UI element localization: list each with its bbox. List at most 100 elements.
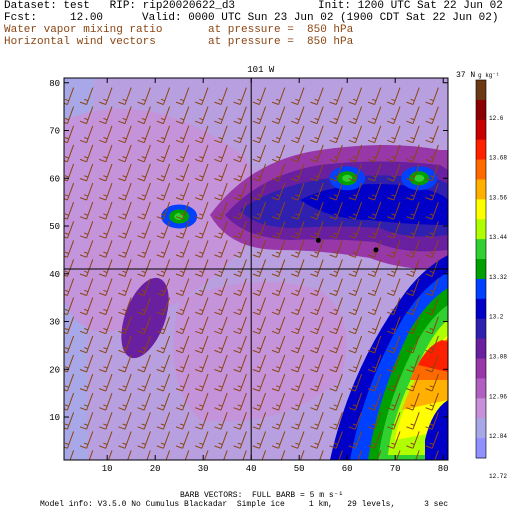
wind-barb-106 (156, 335, 171, 354)
wind-barb-33 (79, 201, 94, 220)
wind-barb-212 (252, 221, 267, 239)
wind-barb-251 (291, 240, 305, 258)
wind-barb-214 (252, 182, 267, 201)
wind-barb-140 (203, 450, 209, 460)
wind-barb-332 (367, 221, 382, 239)
wind-barb-391 (425, 240, 439, 258)
wind-barb-397 (425, 125, 439, 144)
wind-barb-219 (252, 87, 267, 105)
wind-barb-351 (387, 240, 401, 258)
wind-barb-183 (233, 392, 247, 411)
wind-barb-296 (329, 144, 343, 163)
wind-barb-383 (425, 392, 439, 411)
wind-barb-373 (406, 201, 420, 220)
wind-barb-169 (214, 278, 228, 296)
wind-barb-321 (367, 431, 382, 449)
wind-barb-167 (214, 316, 228, 335)
wind-barb-49 (99, 278, 113, 296)
x-tick-label-80: 80 (438, 464, 449, 474)
wind-barb-215 (252, 163, 267, 182)
wind-barb-63 (118, 392, 132, 411)
wind-barb-51 (99, 240, 113, 258)
wind-barb-35 (79, 163, 94, 182)
wind-barb-314 (348, 182, 363, 201)
x-tick-label-20: 20 (150, 464, 161, 474)
colorbar-label-1: 13.68 (489, 155, 507, 162)
wind-barb-179 (214, 87, 228, 105)
colorbar-swatch-13 (476, 338, 486, 360)
colorbar-swatch-12 (476, 318, 486, 340)
wind-barb-160 (223, 450, 228, 460)
wind-barb-139 (175, 87, 190, 105)
wind-barb-374 (406, 182, 420, 201)
colorbar: g kg⁻¹ 12.6 13.68 13.56 13.44 13.32 13.2 13.08 1… (475, 72, 507, 480)
wind-barb-369 (406, 278, 420, 296)
wind-barb-370 (406, 259, 420, 277)
wind-barb-256 (291, 144, 305, 163)
colorbar-frame (475, 79, 487, 459)
wind-barb-277 (310, 125, 324, 144)
wind-barb-124 (175, 373, 190, 392)
y-tick-label-30: 30 (49, 318, 60, 328)
y-tick-label-40: 40 (49, 270, 60, 280)
wind-barbs (64, 87, 439, 460)
wind-barb-385 (425, 354, 439, 373)
wind-barb-89 (137, 278, 151, 296)
wind-barb-365 (406, 354, 420, 373)
wind-barb-272 (310, 221, 324, 239)
wind-barb-195 (233, 163, 247, 182)
wind-barb-390 (425, 259, 439, 277)
wind-barb-172 (214, 221, 228, 239)
wind-barb-90 (137, 259, 151, 277)
wind-barb-318 (348, 106, 363, 125)
wind-barb-138 (175, 106, 190, 125)
wind-barb-375 (406, 163, 420, 182)
wind-barb-161 (214, 431, 228, 449)
x-tick-label-40: 40 (246, 464, 257, 474)
wind-barb-189 (233, 278, 247, 296)
wind-barb-72 (118, 221, 132, 239)
wind-barb-43 (99, 392, 113, 411)
wind-barb-150 (195, 259, 209, 277)
wind-barb-23 (79, 392, 94, 411)
wind-barb-113 (156, 201, 171, 220)
wind-barb-264 (310, 373, 324, 392)
wind-barb-158 (195, 106, 209, 125)
colorbar-swatch-15 (476, 378, 486, 399)
field-se-pocket (425, 400, 448, 460)
wind-barb-76 (118, 144, 132, 163)
wind-barb-235 (271, 163, 286, 182)
wind-barb-223 (271, 392, 286, 411)
wind-barb-148 (195, 297, 209, 316)
wind-barb-194 (233, 182, 247, 201)
valid-line: Valid: 0000 UTC Sun 23 Jun 02 (1900 CDT … (142, 12, 499, 24)
wind-barb-327 (367, 316, 382, 335)
wind-barb-123 (175, 392, 190, 411)
colorbar-label-4: 13.32 (489, 274, 507, 281)
wind-barb-83 (137, 392, 151, 411)
wind-barb-243 (291, 392, 305, 411)
cell-c-core (414, 174, 425, 182)
wind-barb-29 (79, 278, 94, 296)
wind-barb-91 (137, 240, 151, 258)
wind-barb-389 (425, 278, 439, 296)
wind-barb-26 (79, 335, 94, 354)
wind-barb-210 (252, 259, 267, 277)
wind-barb-60 (127, 450, 132, 460)
wind-barb-364 (406, 373, 420, 392)
wind-barb-131 (175, 240, 190, 258)
wind-barb-175 (214, 163, 228, 182)
wind-barb-73 (118, 201, 132, 220)
wind-barb-360 (415, 450, 420, 460)
wind-barb-59 (99, 87, 113, 105)
wind-barb-309 (348, 278, 363, 296)
wind-barb-118 (156, 106, 171, 125)
wind-barb-274 (310, 182, 324, 201)
wind-barb-278 (310, 106, 324, 125)
wind-barb-137 (175, 125, 190, 144)
wind-barb-50 (99, 259, 113, 277)
wind-barb-344 (387, 373, 401, 392)
wind-barb-262 (310, 412, 324, 430)
wind-barb-224 (271, 373, 286, 392)
wind-barb-47 (99, 316, 113, 335)
